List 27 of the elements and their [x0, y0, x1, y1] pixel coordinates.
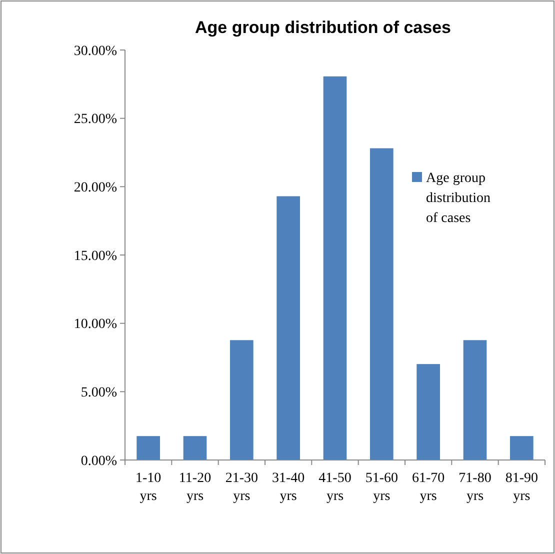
- bar: [323, 76, 347, 460]
- x-tick-label: 71-80 yrs: [458, 471, 492, 504]
- chart-title: Age group distribution of cases: [195, 18, 451, 37]
- y-tick-label: 25.00%: [74, 112, 118, 128]
- y-tick-label: 20.00%: [74, 180, 118, 196]
- y-tick-label: 5.00%: [80, 386, 118, 401]
- bar: [136, 436, 160, 460]
- y-tick-label: 15.00%: [74, 248, 118, 264]
- bar: [510, 436, 534, 460]
- x-tick-label: 41-50 yrs: [318, 471, 352, 504]
- x-tick-label: 1-10 yrs: [135, 471, 162, 504]
- x-tick-label: 51-60 yrs: [365, 471, 398, 504]
- x-tick-label: 21-30 yrs: [225, 471, 258, 504]
- bar: [183, 436, 207, 460]
- bar: [230, 340, 254, 460]
- x-tick-label: 61-70 yrs: [412, 471, 445, 504]
- bar: [463, 340, 487, 460]
- y-tick-label: 30.00%: [74, 44, 118, 59]
- y-tick-label: 0.00%: [80, 454, 118, 469]
- bar: [416, 364, 440, 460]
- bar: [370, 148, 394, 460]
- y-tick-label: 10.00%: [74, 317, 118, 332]
- x-tick-label: 11-20 yrs: [178, 471, 212, 504]
- bar: [276, 196, 300, 460]
- legend-label: Age group distribution of cases: [426, 171, 491, 226]
- x-tick-label: 81-90 yrs: [505, 471, 538, 504]
- x-tick-label: 31-40 yrs: [272, 471, 305, 504]
